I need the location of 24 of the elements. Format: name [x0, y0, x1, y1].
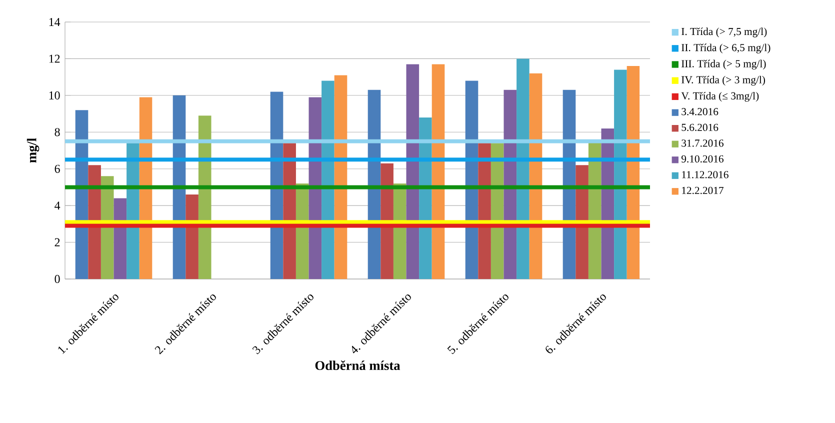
- legend-label: V. Třída (≤ 3mg/l): [681, 92, 759, 102]
- y-tick-label: 0: [54, 274, 60, 284]
- y-tick-label: 2: [54, 238, 60, 246]
- legend-label: 11.12.2016: [682, 171, 728, 178]
- legend-label: III. Třída (> 5 mg/l): [682, 60, 766, 70]
- legend-label: 31.7.2016: [682, 140, 724, 147]
- legend-label: 5.6.2016: [682, 124, 718, 132]
- x-axis-title: Odběrná místa: [315, 360, 400, 370]
- y-tick-label: 14: [49, 18, 60, 26]
- y-axis-title: mg/l: [26, 138, 40, 163]
- bar: [614, 70, 627, 279]
- legend-label: II. Třída (> 6,5 mg/l): [682, 44, 770, 54]
- y-tick-label: 12: [49, 54, 60, 63]
- y-tick-label: 8: [54, 128, 60, 136]
- bar: [380, 163, 394, 279]
- legend-label: IV. Třída (> 3 mg/l): [682, 76, 765, 86]
- legend-label: 9.10.2016: [681, 155, 724, 163]
- y-tick-label: 10: [49, 91, 60, 100]
- legend-label: 12.2.2017: [682, 186, 724, 194]
- y-tick-label: 6: [54, 164, 60, 173]
- y-tick-label: 4: [54, 202, 60, 210]
- legend-label: 3.4.2016: [682, 108, 718, 116]
- bar: [516, 58, 530, 279]
- legend-label: I. Třída (> 7,5 mg/l): [682, 28, 767, 38]
